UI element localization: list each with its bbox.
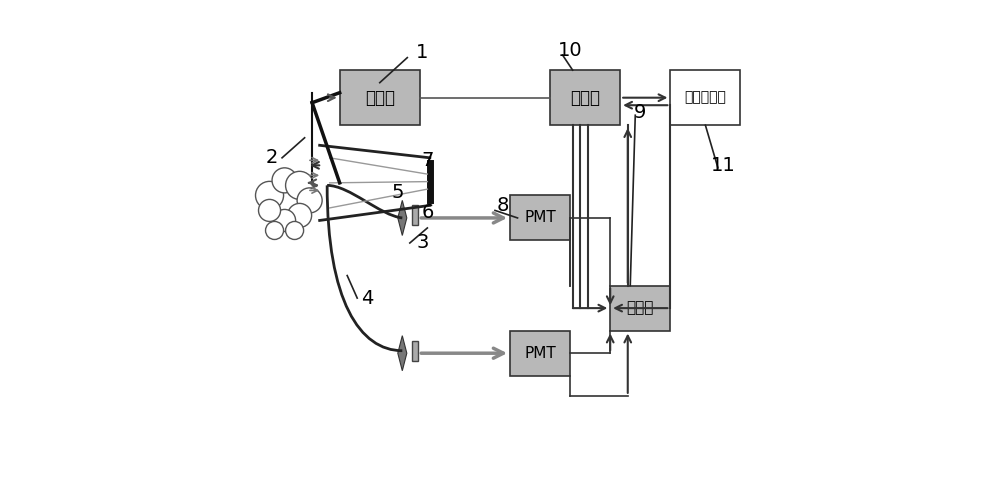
FancyBboxPatch shape [550,70,620,125]
Text: 1: 1 [416,43,429,62]
Text: 10: 10 [558,41,582,60]
FancyBboxPatch shape [510,195,570,240]
Circle shape [286,171,314,199]
Circle shape [259,199,281,221]
Text: 11: 11 [711,156,735,175]
FancyBboxPatch shape [412,205,418,225]
Circle shape [286,221,304,239]
FancyBboxPatch shape [510,331,570,376]
Circle shape [288,203,312,227]
Text: 3: 3 [416,233,429,253]
Text: 5: 5 [391,183,404,202]
FancyBboxPatch shape [670,70,740,125]
Text: 2: 2 [266,148,278,167]
Polygon shape [398,200,407,235]
Circle shape [266,221,284,239]
FancyBboxPatch shape [340,70,420,125]
Circle shape [297,188,322,213]
Text: 7: 7 [421,151,434,170]
Text: 激光器: 激光器 [365,89,395,107]
Text: PMT: PMT [524,210,556,225]
FancyBboxPatch shape [412,341,418,361]
Text: PMT: PMT [524,346,556,361]
Circle shape [272,168,297,193]
Text: 4: 4 [361,289,373,308]
Circle shape [274,209,296,231]
Text: 6: 6 [421,203,434,222]
Text: 9: 9 [634,103,646,122]
FancyBboxPatch shape [610,286,670,331]
Circle shape [256,181,284,209]
Text: 计算机: 计算机 [570,89,600,107]
Text: 闪光蜂鸣器: 闪光蜂鸣器 [684,91,726,105]
Polygon shape [398,336,407,371]
Text: 采集卡: 采集卡 [627,301,654,316]
Text: 8: 8 [496,196,509,215]
